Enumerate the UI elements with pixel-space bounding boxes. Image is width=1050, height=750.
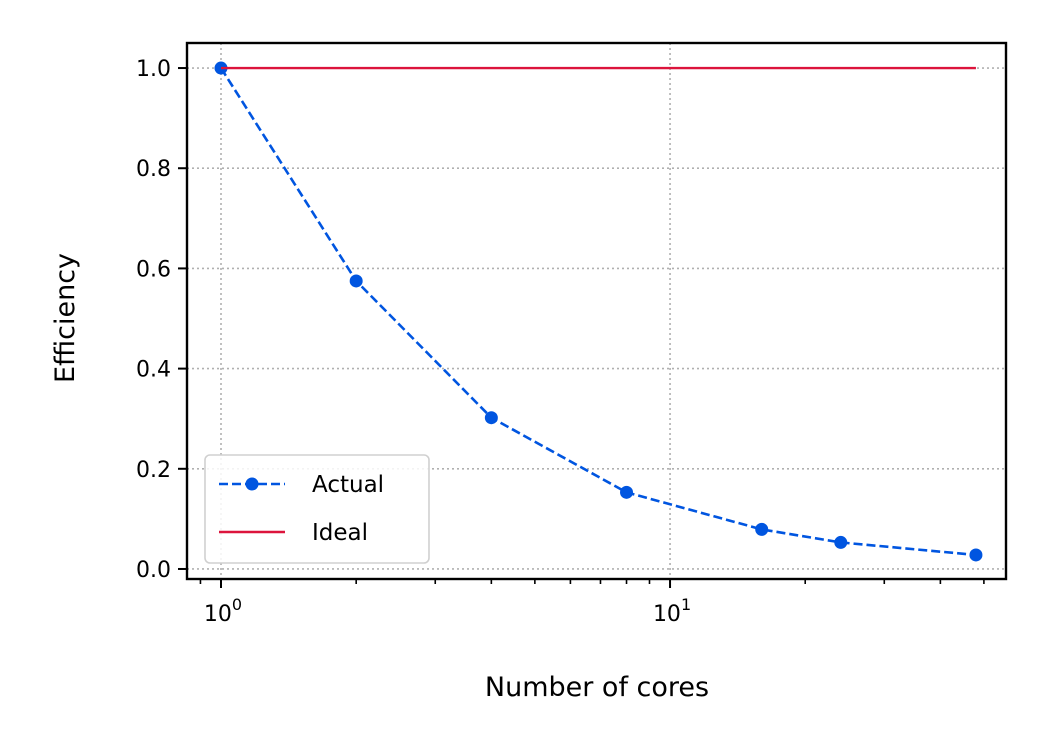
legend-marker (245, 477, 259, 491)
x-tick-label: 101 (653, 595, 691, 627)
series-layer (214, 61, 983, 562)
data-point (620, 485, 634, 499)
data-point (755, 522, 769, 536)
x-axis-label: Number of cores (485, 672, 709, 703)
legend-box (204, 454, 430, 564)
data-point (834, 535, 848, 549)
legend-label-actual: Actual (312, 472, 384, 498)
axes: 0.0 0.2 0.4 0.6 0.8 1.0 100 101 (136, 41, 1008, 627)
legend: Actual Ideal (204, 454, 430, 564)
y-tick-label: 0.0 (136, 558, 171, 583)
data-point (349, 274, 363, 288)
data-point (969, 548, 983, 562)
y-axis-label: Efficiency (50, 253, 81, 383)
data-point (484, 411, 498, 425)
legend-label-ideal: Ideal (312, 520, 368, 546)
y-tick-label: 0.8 (136, 157, 171, 182)
plot-frame (185, 41, 1008, 581)
y-tick-label: 0.6 (136, 257, 171, 282)
x-tick-label: 100 (204, 595, 242, 627)
y-tick-label: 0.4 (136, 358, 171, 383)
y-tick-label: 0.2 (136, 458, 171, 483)
y-tick-label: 1.0 (136, 57, 171, 82)
